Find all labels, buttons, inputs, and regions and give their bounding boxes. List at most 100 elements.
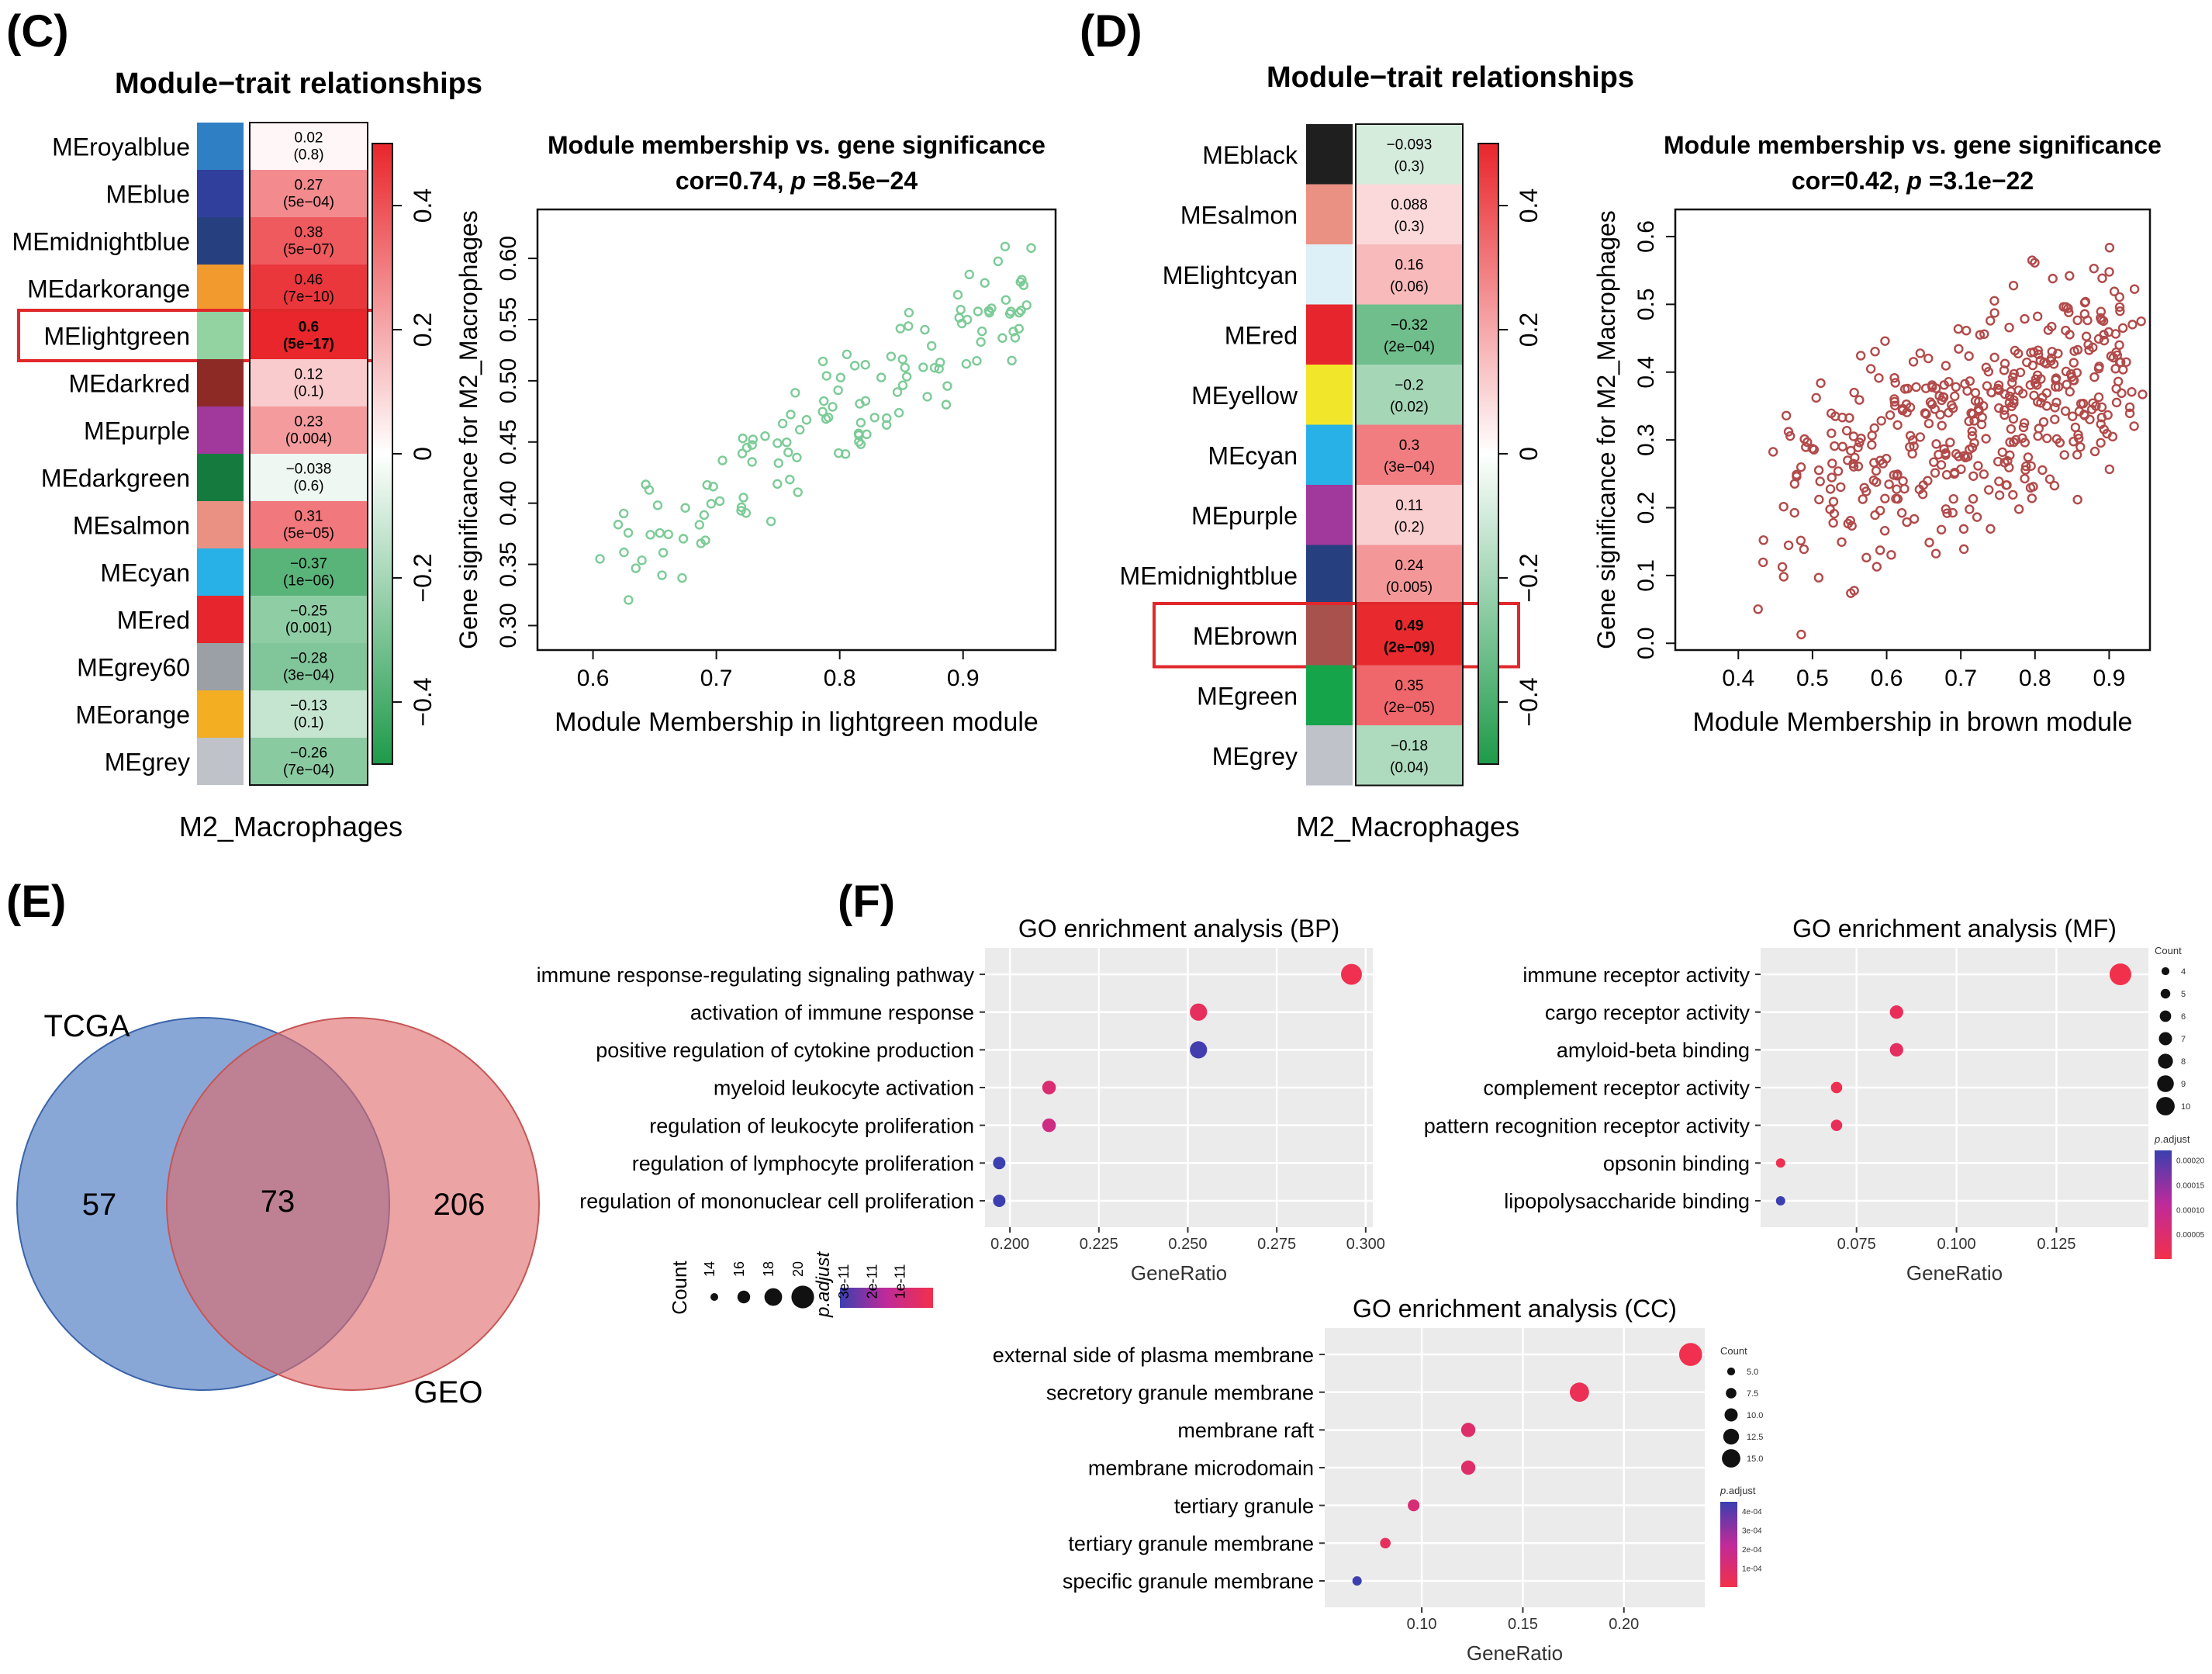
scatter-point [2035, 355, 2045, 365]
scatter-point [1876, 416, 1886, 426]
scatter-xlabel: Module Membership in lightgreen module [555, 707, 1039, 737]
cell-cor-value: 0.31 [295, 509, 323, 525]
scatter-point [2020, 438, 2030, 448]
scatter-point [1855, 351, 1866, 361]
scatter-point [1999, 358, 2010, 368]
scatter-point [2113, 376, 2124, 386]
module-color-swatch [1306, 485, 1353, 545]
module-label: MEgrey [1212, 742, 1298, 770]
legend-size-label: 7 [2181, 1035, 2186, 1044]
scatter-point [1892, 420, 1903, 431]
colorbar-tick-label: 0.2 [1515, 313, 1543, 347]
scatter-point [920, 324, 930, 335]
heatmap-cell [250, 359, 368, 406]
term-label: membrane raft [1177, 1419, 1314, 1442]
module-color-swatch [197, 123, 244, 170]
scatter-point [760, 431, 770, 441]
scatter-point [2104, 243, 2115, 253]
scatter-point [1984, 485, 1994, 495]
scatter-point [1936, 460, 1947, 470]
legend-size-label: 14 [702, 1261, 717, 1277]
x-tick-label: 0.075 [1837, 1236, 1876, 1253]
scatter-point [618, 508, 629, 519]
scatter-point [821, 413, 831, 424]
scatter-point [1958, 544, 1969, 555]
heatmap-title: Module−trait relationships [115, 67, 482, 100]
scatter-point [1951, 382, 1961, 393]
panel-label-c: (C) [6, 6, 69, 57]
scatter-point [631, 563, 641, 573]
scatter-point [738, 433, 748, 444]
venn-circle-geo [166, 1017, 540, 1391]
legend-size-dot [2157, 1075, 2174, 1092]
y-tick-label: 0.0 [1633, 627, 1659, 659]
scatter-point [862, 429, 872, 440]
scatter-point [1890, 378, 1900, 388]
term-label: myeloid leukocyte activation [714, 1077, 974, 1100]
scatter-point [1935, 410, 1945, 420]
scatter-point [1017, 275, 1027, 285]
scatter-point [2074, 434, 2084, 444]
scatter-point [1970, 388, 1981, 398]
term-label: regulation of lymphocyte proliferation [632, 1152, 974, 1175]
cell-p-value: (5e−07) [283, 242, 334, 258]
y-tick-label: 0.60 [496, 236, 521, 281]
scatter-point [1000, 241, 1011, 251]
scatter-point [1899, 483, 1910, 494]
legend-count-title: Count [668, 1261, 691, 1315]
scatter-point [1993, 456, 2003, 467]
scatter-point [2129, 284, 2140, 294]
scatter-point [1016, 306, 1026, 316]
legend-size-dot [2161, 967, 2170, 976]
enrichment-dot [1408, 1499, 1420, 1512]
scatter-point [2015, 367, 2026, 378]
scatter-point [1968, 471, 1979, 481]
scatter-point [1833, 466, 1844, 476]
legend-padj-bar [840, 1288, 933, 1308]
scatter-point [1950, 391, 1960, 401]
scatter-c: Module membership vs. gene significance c… [454, 131, 1057, 737]
scatter-point [2008, 280, 2019, 291]
scatter-point [2115, 306, 2125, 316]
scatter-point [1777, 562, 1788, 572]
scatter-point [773, 458, 783, 469]
cell-cor-value: −0.038 [286, 462, 332, 478]
scatter-point [2049, 480, 2060, 491]
scatter-point [1828, 496, 1839, 507]
module-label: MEyellow [1191, 382, 1298, 410]
enrichment-dot [1830, 1081, 1843, 1094]
cell-cor-value: 0.12 [295, 367, 323, 383]
scatter-point [1865, 364, 1876, 374]
scatter-point [1871, 465, 1882, 476]
scatter-point [1948, 403, 1958, 413]
scatter-point [1802, 437, 1813, 448]
venn-label-geo: GEO [414, 1375, 483, 1409]
scatter-point [1010, 333, 1021, 343]
cell-cor-value: −0.18 [1391, 738, 1428, 755]
cell-cor-value: −0.26 [290, 745, 327, 762]
enrichment-dot [1380, 1537, 1391, 1549]
scatter-point [2072, 315, 2082, 326]
scatter-point [1986, 524, 1996, 534]
scatter-point [1830, 411, 1840, 421]
scatter-point [853, 428, 864, 438]
legend-size-label: 4 [2181, 967, 2186, 977]
term-label: activation of immune response [690, 1001, 974, 1024]
scatter-point [2097, 273, 2107, 283]
scatter-point [2020, 461, 2031, 472]
term-label: external side of plasma membrane [993, 1344, 1314, 1367]
scatter-point [2009, 368, 2019, 379]
heatmap-title: Module−trait relationships [1267, 61, 1634, 94]
enrichment-dot [1889, 1043, 1903, 1057]
module-label: MEcyan [1208, 441, 1298, 469]
x-tick-label: 0.8 [824, 666, 856, 691]
scatter-point [1867, 440, 1877, 450]
scatter-point [2111, 397, 2122, 408]
legend-size-dot [1724, 1408, 1738, 1422]
heatmap-cell [250, 265, 368, 312]
x-tick-label: 0.200 [990, 1236, 1029, 1253]
scatter-subtitle: cor=0.74, p =8.5e−24 [676, 167, 918, 195]
scatter-point [1849, 387, 1859, 398]
scatter-point [855, 439, 866, 449]
cell-cor-value: 0.23 [295, 414, 323, 431]
